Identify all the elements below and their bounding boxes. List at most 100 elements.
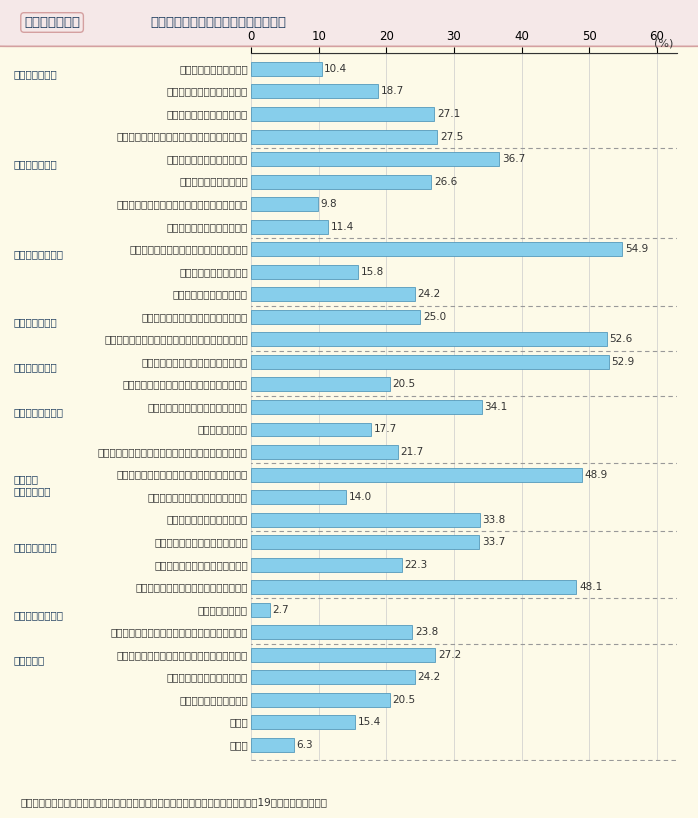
Text: 適当な就職先が見つからない: 適当な就職先が見つからない [167, 154, 248, 164]
Text: 52.9: 52.9 [611, 357, 634, 367]
Bar [251, 738, 294, 752]
Text: 2.7: 2.7 [272, 605, 289, 615]
Text: 27.1: 27.1 [437, 109, 461, 119]
Text: 自分の体調や気持ちが回復していない: 自分の体調や気持ちが回復していない [142, 357, 248, 367]
Text: 27.5: 27.5 [440, 132, 463, 142]
Text: お金がなくて病院での治療等を受けられない: お金がなくて病院での治療等を受けられない [123, 380, 248, 389]
Text: 民間賛貸住宅に入居できない: 民間賛貸住宅に入居できない [167, 87, 248, 97]
Bar [251, 423, 371, 437]
Text: 26.6: 26.6 [433, 177, 457, 187]
Text: 就職に必要な保証人がいない: 就職に必要な保証人がいない [167, 222, 248, 231]
Bar [251, 468, 581, 482]
Text: 母国語が通じない: 母国語が通じない [198, 605, 248, 615]
Text: 11.4: 11.4 [331, 222, 355, 231]
Text: 24.2: 24.2 [417, 672, 440, 682]
Text: 『相手のこと』: 『相手のこと』 [14, 542, 58, 552]
Bar [251, 558, 402, 572]
Text: 『支援者のこと』: 『支援者のこと』 [14, 609, 64, 620]
Bar [251, 377, 389, 391]
Text: 民間賛貸住宅に入居するための保証人がいない: 民間賛貸住宅に入居するための保証人がいない [117, 132, 248, 142]
Text: その他: その他 [229, 717, 248, 727]
Bar [251, 174, 431, 189]
Text: 子どもの就学や保育所に関すること: 子どもの就学や保育所に関すること [148, 402, 248, 412]
FancyBboxPatch shape [0, 0, 698, 47]
Text: 17.7: 17.7 [373, 425, 397, 434]
Text: 相手が怖くて家に荷物を取りに行けない: 相手が怖くて家に荷物を取りに行けない [135, 582, 248, 592]
Bar [251, 490, 346, 504]
Bar [251, 242, 623, 256]
Bar [251, 535, 479, 549]
Bar [251, 445, 398, 459]
Text: 『裁判・
調停のこと』: 『裁判・ 調停のこと』 [14, 474, 52, 497]
Text: 『経済的なこと』: 『経済的なこと』 [14, 249, 64, 259]
Bar [251, 603, 269, 617]
Text: 18.7: 18.7 [380, 87, 403, 97]
Text: 20.5: 20.5 [392, 695, 415, 705]
Text: 20.5: 20.5 [392, 380, 415, 389]
Text: 公的機関等の支援者から心ない言葉をかけられた: 公的機関等の支援者から心ない言葉をかけられた [110, 627, 248, 637]
Text: 34.1: 34.1 [484, 402, 507, 412]
Text: 『住居のこと』: 『住居のこと』 [14, 69, 58, 79]
Text: 6.3: 6.3 [297, 740, 313, 750]
Text: 21.7: 21.7 [401, 447, 424, 457]
Text: 相手からの追跡や嫁がらせがある: 相手からの追跡や嫁がらせがある [154, 537, 248, 547]
Text: 15.8: 15.8 [361, 267, 384, 276]
Text: 子どもの問題行動: 子どもの問題行動 [198, 425, 248, 434]
Text: 24.2: 24.2 [417, 290, 440, 299]
Text: 当面の生活をするために必要なお金がない: 当面の生活をするために必要なお金がない [129, 245, 248, 254]
Text: (%): (%) [654, 38, 674, 48]
Bar [251, 355, 609, 369]
Bar [251, 197, 318, 211]
Text: （備考）内閣府「配偶者からの暴力の被害者の自立支援等に関する調査結果」（平成19年１月）より作成。: （備考）内閣府「配偶者からの暴力の被害者の自立支援等に関する調査結果」（平成19… [21, 798, 328, 807]
Bar [251, 265, 358, 279]
Text: 『就労のこと』: 『就労のこと』 [14, 159, 58, 169]
Bar [251, 107, 434, 121]
Bar [251, 152, 499, 166]
Text: 9.8: 9.8 [320, 199, 337, 209]
Text: 14.0: 14.0 [348, 492, 372, 502]
Bar [251, 625, 412, 640]
Text: 児童扶養手当がもらえない: 児童扶養手当がもらえない [173, 290, 248, 299]
Text: 33.7: 33.7 [482, 537, 505, 547]
Text: 48.1: 48.1 [579, 582, 602, 592]
Bar [251, 220, 328, 234]
Text: 『子どものこと』: 『子どものこと』 [14, 407, 64, 417]
Text: どうすれば自立して生活できるのか情報がない: どうすれば自立して生活できるのか情報がない [117, 649, 248, 660]
Text: 『その他』: 『その他』 [14, 655, 45, 665]
Text: 子どもを相手のもとから取り戻すことや子どもの親権: 子どもを相手のもとから取り戻すことや子どもの親権 [98, 447, 248, 457]
Text: 54.9: 54.9 [625, 245, 648, 254]
Bar [251, 332, 607, 346]
Bar [251, 310, 420, 324]
Text: 相手が子どもとの面会を要求する: 相手が子どもとの面会を要求する [154, 560, 248, 569]
Bar [251, 84, 378, 98]
Text: 10.4: 10.4 [325, 64, 348, 74]
Bar [251, 580, 577, 594]
Text: 相手が離婚に応じてくれない: 相手が離婚に応じてくれない [167, 515, 248, 524]
Text: 33.8: 33.8 [482, 515, 505, 524]
Text: 離れて生活を始めるに当たっての困難: 離れて生活を始めるに当たっての困難 [151, 16, 287, 29]
Text: 36.7: 36.7 [502, 154, 526, 164]
Bar [251, 513, 480, 527]
Bar [251, 287, 415, 301]
Text: 保護命令の申し立て手続がめんどう: 保護命令の申し立て手続がめんどう [148, 492, 248, 502]
Bar [251, 648, 435, 662]
Text: 『健康のこと』: 『健康のこと』 [14, 362, 58, 372]
Bar [251, 129, 437, 143]
Bar [251, 716, 355, 730]
Text: 裁判や調停に時間やエネルギー，お金を要する: 裁判や調停に時間やエネルギー，お金を要する [117, 470, 248, 479]
Text: 無回答: 無回答 [229, 740, 248, 750]
Text: 就職に必要な技能がない: 就職に必要な技能がない [179, 177, 248, 187]
Text: 公的施設に入所できない: 公的施設に入所できない [179, 64, 248, 74]
Text: 住所を知られないようにするため住民票を移せない: 住所を知られないようにするため住民票を移せない [104, 335, 248, 344]
Text: 22.3: 22.3 [405, 560, 428, 569]
Text: 生活保護が受けられない: 生活保護が受けられない [179, 267, 248, 276]
Text: 27.2: 27.2 [438, 649, 461, 660]
Text: どのように就職活動をすればよいかわからない: どのように就職活動をすればよいかわからない [117, 199, 248, 209]
Text: 52.6: 52.6 [609, 335, 632, 344]
Text: 相談できる人が周りにいない: 相談できる人が周りにいない [167, 672, 248, 682]
Bar [251, 62, 322, 76]
Text: 公的賛貸住宅に入居できない: 公的賛貸住宅に入居できない [167, 109, 248, 119]
Bar [251, 400, 482, 414]
Text: 15.4: 15.4 [358, 717, 381, 727]
Text: 48.9: 48.9 [584, 470, 608, 479]
